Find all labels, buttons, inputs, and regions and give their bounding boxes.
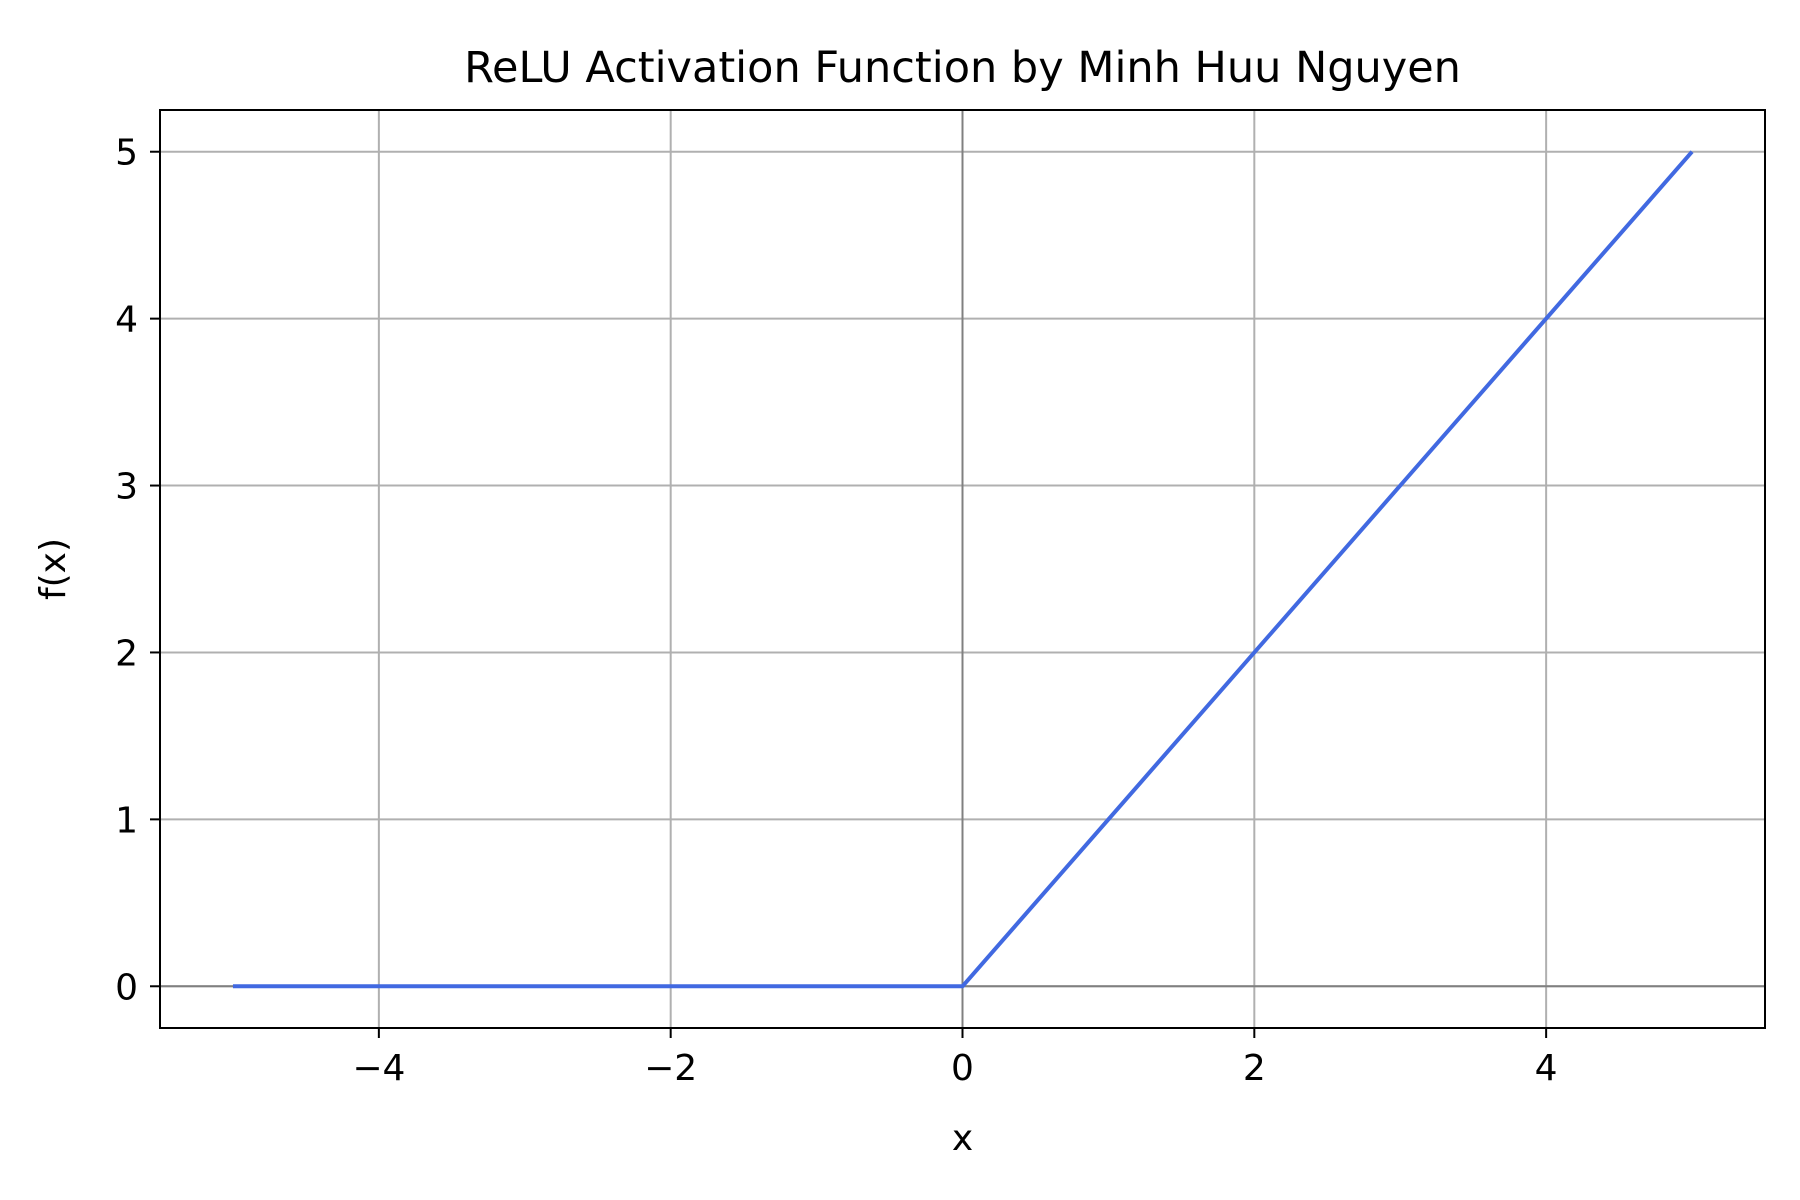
tick-layer: −4 −2 0 2 4 0 1 2 3 4 5 bbox=[115, 133, 1557, 1089]
y-tick-label: 2 bbox=[115, 633, 138, 674]
series-layer bbox=[232, 150, 1694, 989]
x-axis-title: x bbox=[952, 1118, 973, 1159]
y-tick-label: 5 bbox=[115, 133, 138, 174]
y-tick-label: 3 bbox=[115, 467, 138, 508]
x-tick-label: 0 bbox=[951, 1048, 974, 1089]
x-tick-label: 4 bbox=[1535, 1048, 1558, 1089]
x-tick-label: −2 bbox=[644, 1048, 697, 1089]
chart-title: ReLU Activation Function by Minh Huu Ngu… bbox=[464, 43, 1461, 93]
x-tick-label: −4 bbox=[352, 1048, 405, 1089]
y-tick-label: 0 bbox=[115, 967, 138, 1008]
y-tick-label: 1 bbox=[115, 800, 138, 841]
x-tick-label: 2 bbox=[1243, 1048, 1266, 1089]
y-axis-title: f(x) bbox=[33, 538, 74, 600]
relu-series-line bbox=[232, 150, 1694, 989]
y-tick-label: 4 bbox=[115, 300, 138, 341]
